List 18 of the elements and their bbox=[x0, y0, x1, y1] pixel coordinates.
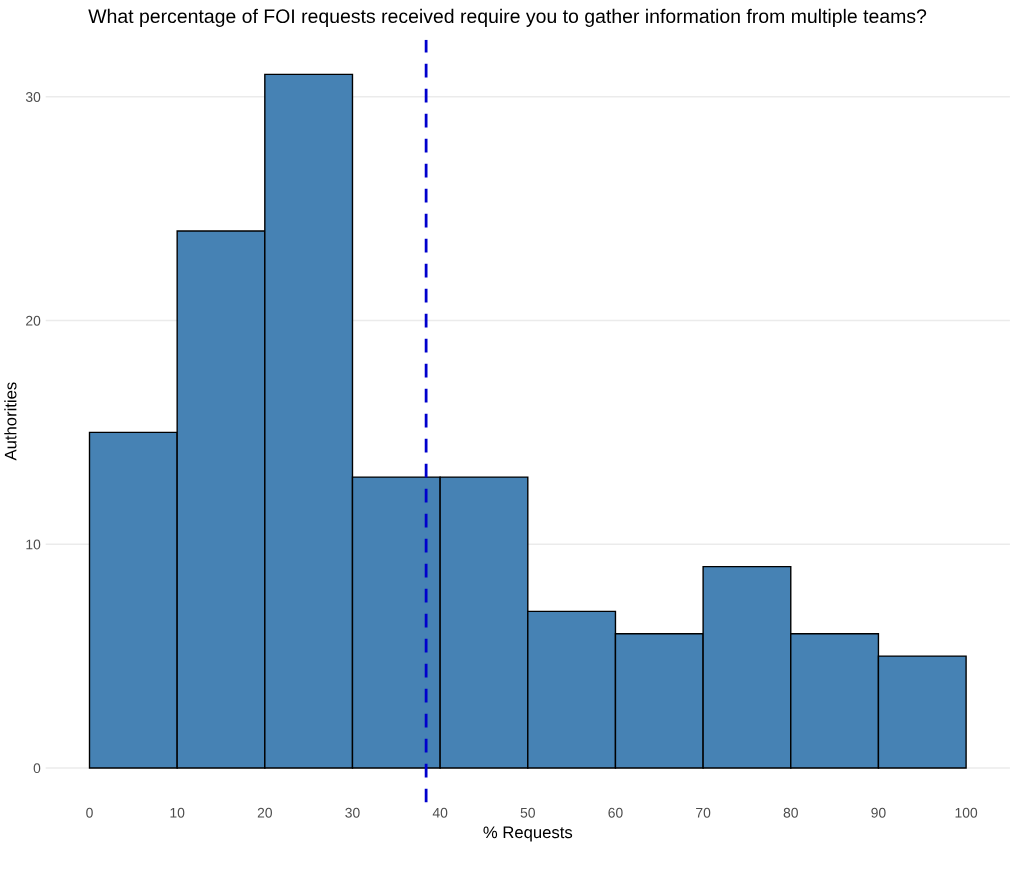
x-tick-label: 10 bbox=[170, 807, 185, 818]
x-tick-label: 100 bbox=[955, 807, 978, 818]
x-tick-label: 70 bbox=[696, 807, 711, 818]
x-tick-label: 60 bbox=[608, 807, 623, 818]
x-tick-label: 90 bbox=[871, 807, 886, 818]
x-tick-label: 40 bbox=[432, 807, 448, 818]
x-tick-label: 50 bbox=[520, 807, 535, 818]
x-tick-label: 80 bbox=[783, 807, 798, 818]
chart-title: What percentage of FOI requests received require you to gather information from multiple teams? bbox=[88, 8, 927, 27]
y-tick-label: 20 bbox=[26, 315, 41, 326]
x-axis-title: % Requests bbox=[483, 826, 573, 842]
x-tick-label: 0 bbox=[86, 807, 93, 818]
y-tick-label: 30 bbox=[25, 92, 41, 102]
x-tick-label: 30 bbox=[345, 807, 360, 818]
y-tick-label: 10 bbox=[26, 539, 41, 550]
y-axis-title: Authorities bbox=[4, 382, 17, 461]
y-tick-label: 0 bbox=[33, 763, 41, 774]
x-tick-label: 20 bbox=[257, 807, 272, 818]
